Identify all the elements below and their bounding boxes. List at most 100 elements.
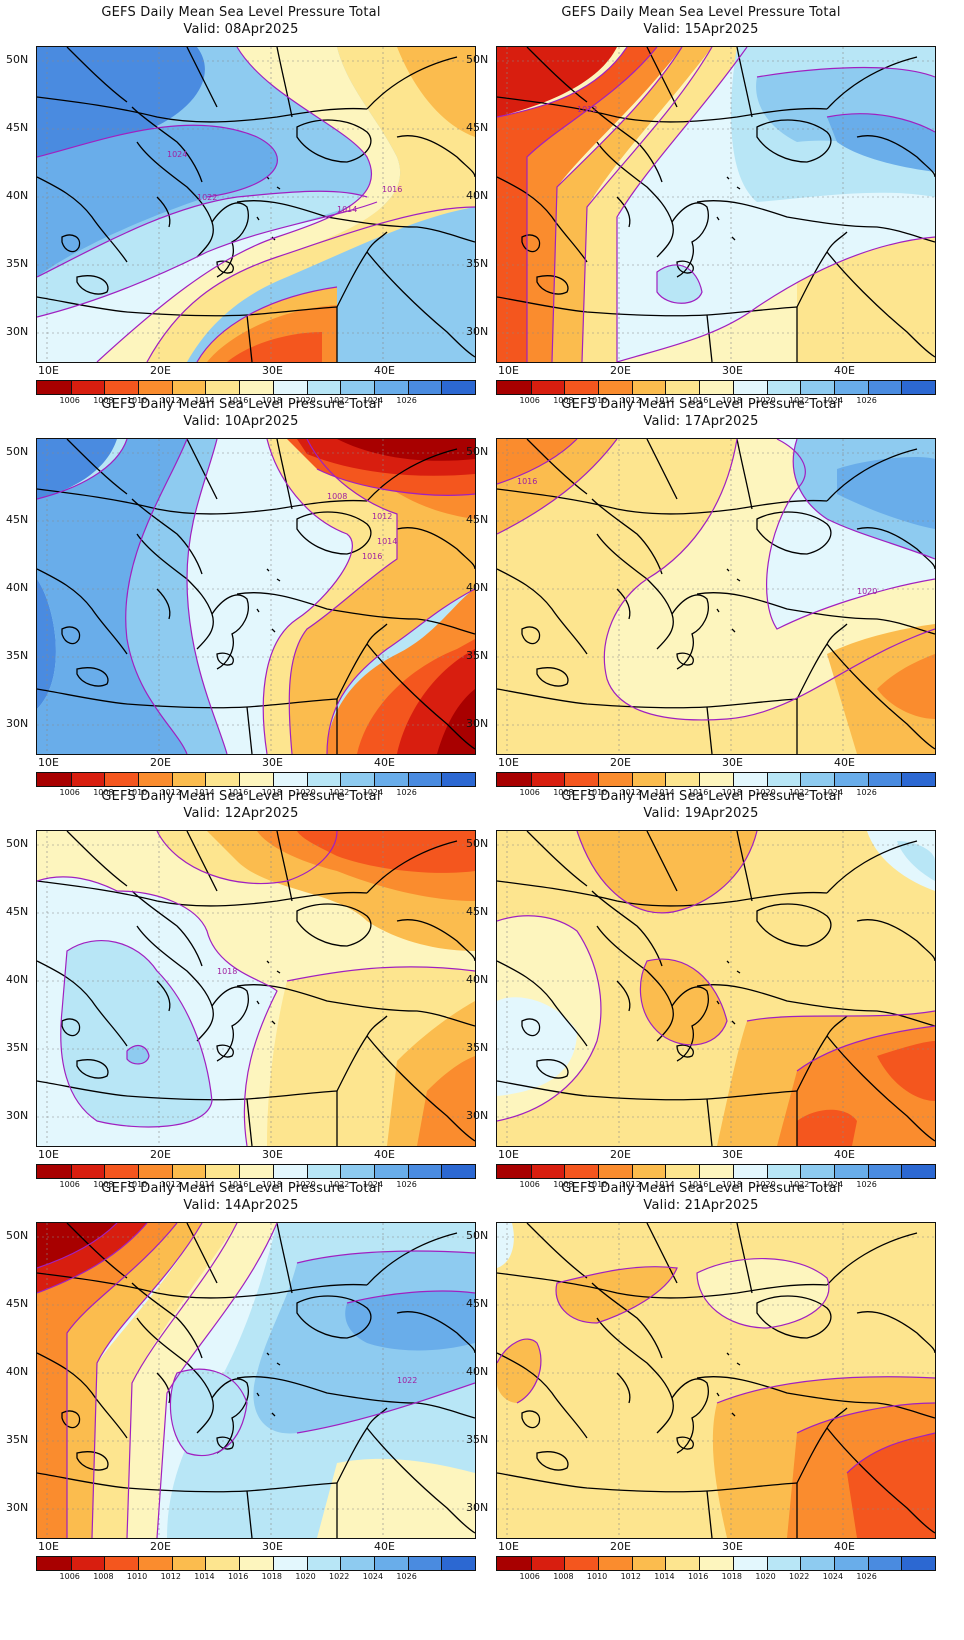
colorbar-divider xyxy=(373,1557,375,1570)
isobar-label: 1016 xyxy=(517,477,537,486)
isobar-contour xyxy=(91,1223,203,1538)
colorbar-swatch xyxy=(205,1165,240,1178)
coastline-border xyxy=(591,498,663,575)
colorbar-swatch xyxy=(306,1557,341,1570)
latitude-label: 45N xyxy=(6,1297,29,1310)
colorbar-level-label: 1008 xyxy=(93,1572,114,1581)
colorbar-swatch xyxy=(272,1557,308,1570)
panel-valid-date: Valid: 21Apr2025 xyxy=(643,1198,759,1213)
colorbar-divider xyxy=(171,381,173,394)
colorbar-level-label: 1008 xyxy=(553,1180,574,1189)
colorbar-swatch xyxy=(70,1165,105,1178)
coastline-border xyxy=(706,1490,713,1538)
latitude-label: 35N xyxy=(466,1433,489,1446)
isobar-contour xyxy=(746,1010,935,1022)
isobar-contour xyxy=(60,940,213,1128)
isobar-contour xyxy=(616,236,935,362)
colorbar-swatch xyxy=(272,773,308,786)
colorbar-swatch xyxy=(373,381,409,394)
coastline-border xyxy=(706,706,713,754)
pressure-map-svg: 1016 1020 xyxy=(497,439,935,754)
coastline-border xyxy=(246,1490,253,1538)
colorbar-swatch xyxy=(901,773,936,786)
colorbar-divider xyxy=(407,1165,409,1178)
coastline-border xyxy=(521,626,541,645)
colorbar-level-label: 1008 xyxy=(553,1572,574,1581)
isobar-contour xyxy=(555,1266,678,1324)
colorbar-swatch xyxy=(665,1557,700,1570)
colorbar-swatch xyxy=(699,381,734,394)
coastline-border xyxy=(66,831,128,887)
colorbar-divider xyxy=(598,381,600,394)
coastline-border xyxy=(497,1472,798,1493)
colorbar-level-label: 1008 xyxy=(93,1180,114,1189)
coastline-border xyxy=(276,1223,293,1294)
coastline-border xyxy=(616,588,631,620)
colorbar-divider xyxy=(631,1165,633,1178)
colorbar-level-label: 1012 xyxy=(160,1572,181,1581)
panel-title: GEFS Daily Mean Sea Level Pressure Total xyxy=(101,5,381,20)
colorbar-level-label: 1022 xyxy=(329,788,350,797)
isobar-contour xyxy=(326,588,475,754)
coastline-border xyxy=(131,498,203,575)
longitude-label: 40E xyxy=(834,756,855,769)
isobar-contour xyxy=(125,439,188,754)
coastline-border xyxy=(736,439,753,510)
colorbar-swatch xyxy=(867,773,902,786)
colorbar-swatch xyxy=(171,381,206,394)
coastline-border xyxy=(296,119,372,163)
latitude-label: 45N xyxy=(6,121,29,134)
coastline-border xyxy=(396,527,475,570)
colorbar-divider xyxy=(699,1165,701,1178)
isobar-contour xyxy=(551,47,683,362)
isobar-contour xyxy=(296,1250,475,1264)
pressure-map-svg xyxy=(497,831,935,1146)
panel-title: GEFS Daily Mean Sea Level Pressure Total xyxy=(101,1181,381,1196)
pressure-band xyxy=(797,1041,935,1146)
colorbar-swatch xyxy=(239,1165,274,1178)
colorbar-level-label: 1022 xyxy=(329,396,350,405)
longitude-label: 20E xyxy=(610,364,631,377)
latitude-label: 40N xyxy=(466,973,489,986)
colorbar-divider xyxy=(867,381,869,394)
colorbar-divider xyxy=(766,1165,768,1178)
coastline-border xyxy=(37,1272,368,1299)
coastline-border xyxy=(716,176,741,241)
coastline-border xyxy=(396,135,475,178)
pressure-band xyxy=(289,439,475,754)
coastline-border xyxy=(706,314,713,362)
colorbar-level-label: 1008 xyxy=(553,396,574,405)
longitude-label: 40E xyxy=(374,1540,395,1553)
map-panel: GEFS Daily Mean Sea Level Pressure Total… xyxy=(0,0,482,410)
coastline-border xyxy=(756,119,832,163)
colorbar xyxy=(496,1556,936,1571)
longitude-label: 30E xyxy=(262,756,283,769)
latitude-label: 35N xyxy=(466,257,489,270)
colorbar-divider xyxy=(272,773,274,786)
colorbar-divider xyxy=(732,773,734,786)
longitude-label: 30E xyxy=(722,364,743,377)
colorbar-divider xyxy=(306,1557,308,1570)
coastline-border xyxy=(366,56,458,110)
colorbar-swatch xyxy=(373,1557,409,1570)
colorbar-divider xyxy=(306,381,308,394)
colorbar-level-label: 1020 xyxy=(295,1180,316,1189)
colorbar-swatch xyxy=(800,1165,835,1178)
pressure-band xyxy=(897,841,935,881)
colorbar-level-label: 1022 xyxy=(329,1572,350,1581)
coastline-border xyxy=(716,1352,741,1417)
coastline-border xyxy=(616,980,631,1012)
colorbar-level-label: 1010 xyxy=(586,396,608,405)
colorbar-swatch xyxy=(239,773,274,786)
coastline-border xyxy=(826,56,918,110)
coastline-border xyxy=(497,1272,828,1299)
coastline-border xyxy=(156,196,171,228)
colorbar-divider xyxy=(800,1557,802,1570)
colorbar-level-label: 1024 xyxy=(362,396,384,405)
colorbar-swatch xyxy=(530,381,565,394)
longitude-label: 10E xyxy=(498,1540,519,1553)
coastline-border xyxy=(61,626,81,645)
colorbar-swatch xyxy=(441,773,476,786)
pressure-band xyxy=(317,1458,475,1538)
colorbar-swatch xyxy=(867,381,902,394)
